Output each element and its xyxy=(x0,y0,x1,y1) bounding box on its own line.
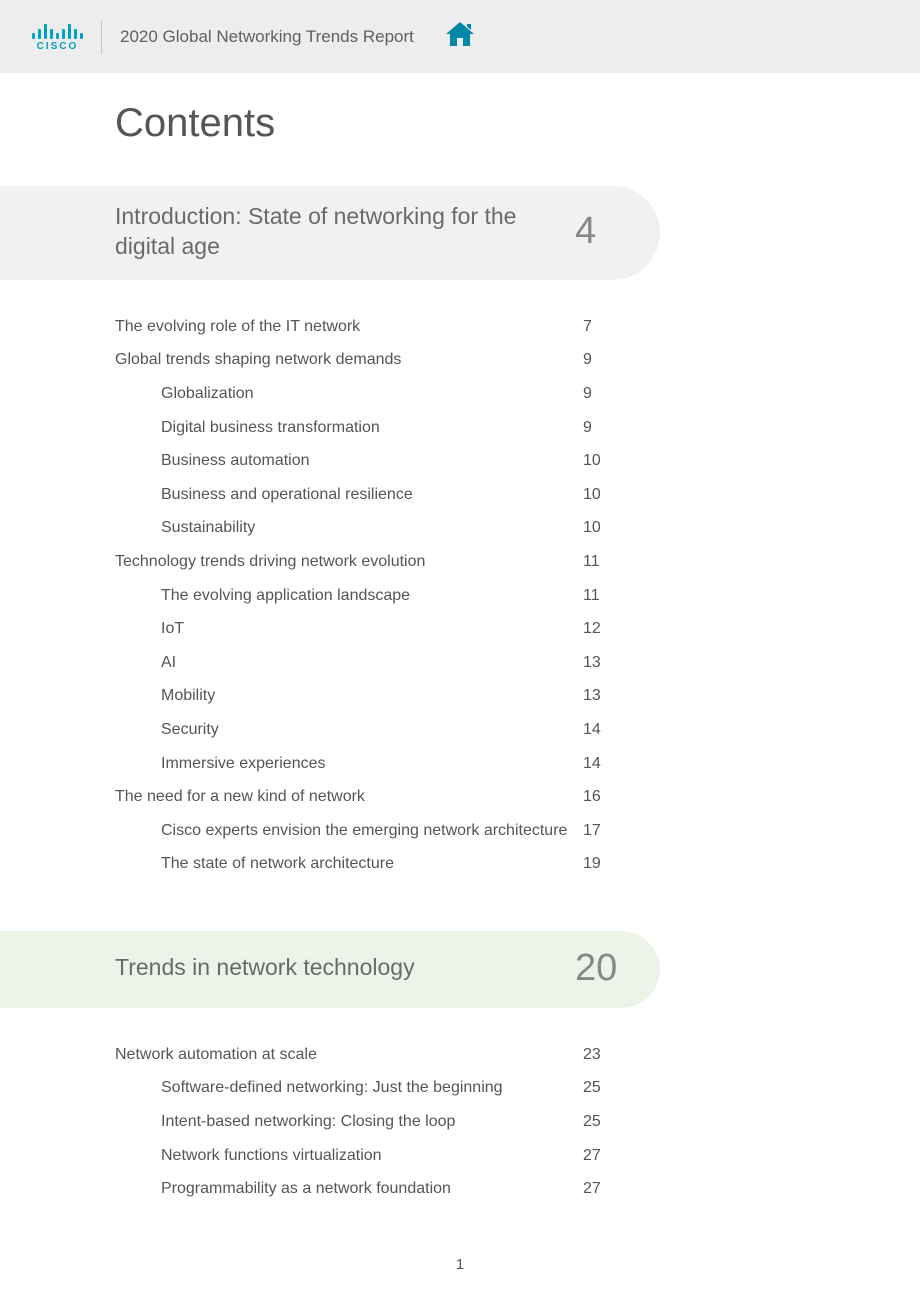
cisco-logo-bars xyxy=(32,21,83,39)
toc-label: The evolving role of the IT network xyxy=(115,314,583,340)
toc-row[interactable]: Globalization9 xyxy=(115,377,658,411)
toc-row[interactable]: Software-defined networking: Just the be… xyxy=(115,1071,658,1105)
toc-label: Mobility xyxy=(161,683,583,709)
toc-row[interactable]: Network functions virtualization27 xyxy=(115,1139,658,1173)
toc-label: Security xyxy=(161,717,583,743)
toc-label: The state of network architecture xyxy=(161,851,583,877)
toc-label: Global trends shaping network demands xyxy=(115,347,583,373)
toc-row[interactable]: Intent-based networking: Closing the loo… xyxy=(115,1105,658,1139)
toc-label: IoT xyxy=(161,616,583,642)
toc-page: 10 xyxy=(583,448,601,474)
toc-row[interactable]: Business automation10 xyxy=(115,444,658,478)
cisco-logo-text: CISCO xyxy=(37,41,79,52)
toc-page: 14 xyxy=(583,717,601,743)
toc-row[interactable]: Digital business transformation9 xyxy=(115,411,658,445)
toc-label: Sustainability xyxy=(161,515,583,541)
toc-page: 16 xyxy=(583,784,601,810)
section-band-title: Introduction: State of networking for th… xyxy=(115,202,518,262)
toc-page: 14 xyxy=(583,751,601,777)
toc-label: Cisco experts envision the emerging netw… xyxy=(161,818,583,844)
toc-section: Introduction: State of networking for th… xyxy=(115,186,658,881)
toc-page: 11 xyxy=(583,583,600,609)
toc-page: 13 xyxy=(583,683,601,709)
toc-page: 9 xyxy=(583,347,592,373)
toc-sections: Introduction: State of networking for th… xyxy=(115,186,658,1206)
toc-page: 27 xyxy=(583,1143,601,1169)
toc-page: 9 xyxy=(583,415,592,441)
toc-row[interactable]: Mobility13 xyxy=(115,679,658,713)
toc-page: 27 xyxy=(583,1176,601,1202)
toc-page: 9 xyxy=(583,381,592,407)
toc-row[interactable]: Sustainability10 xyxy=(115,511,658,545)
toc-label: AI xyxy=(161,650,583,676)
toc-row[interactable]: Security14 xyxy=(115,713,658,747)
toc-label: The need for a new kind of network xyxy=(115,784,583,810)
toc-label: Software-defined networking: Just the be… xyxy=(161,1075,583,1101)
toc-label: Network functions virtualization xyxy=(161,1143,583,1169)
toc-row[interactable]: AI13 xyxy=(115,646,658,680)
toc-label: Intent-based networking: Closing the loo… xyxy=(161,1109,583,1135)
toc-row[interactable]: The state of network architecture19 xyxy=(115,847,658,881)
toc-row[interactable]: The evolving application landscape11 xyxy=(115,579,658,613)
section-band-title: Trends in network technology xyxy=(115,953,518,983)
cisco-logo: CISCO xyxy=(32,21,83,52)
toc-row[interactable]: Cisco experts envision the emerging netw… xyxy=(115,814,658,848)
toc-page: 19 xyxy=(583,851,601,877)
toc-page: 13 xyxy=(583,650,601,676)
toc-page: 11 xyxy=(583,549,600,575)
toc-page: 25 xyxy=(583,1075,601,1101)
section-band[interactable]: Trends in network technology 20 xyxy=(0,931,660,1008)
section-band[interactable]: Introduction: State of networking for th… xyxy=(0,186,660,280)
header-title: 2020 Global Networking Trends Report xyxy=(120,27,414,47)
toc-row[interactable]: The evolving role of the IT network7 xyxy=(115,310,658,344)
toc-page: 17 xyxy=(583,818,601,844)
toc-label: Network automation at scale xyxy=(115,1042,583,1068)
toc-page: 10 xyxy=(583,515,601,541)
page-content: Contents Introduction: State of networki… xyxy=(0,73,920,1206)
toc-row[interactable]: Business and operational resilience10 xyxy=(115,478,658,512)
toc-row[interactable]: Programmability as a network foundation2… xyxy=(115,1172,658,1206)
toc-page: 12 xyxy=(583,616,601,642)
section-band-page: 4 xyxy=(575,210,596,253)
toc-row[interactable]: Global trends shaping network demands9 xyxy=(115,343,658,377)
toc-label: Immersive experiences xyxy=(161,751,583,777)
toc-row[interactable]: The need for a new kind of network16 xyxy=(115,780,658,814)
toc-page: 25 xyxy=(583,1109,601,1135)
toc-row[interactable]: IoT12 xyxy=(115,612,658,646)
contents-title: Contents xyxy=(115,101,658,146)
toc-label: The evolving application landscape xyxy=(161,583,583,609)
toc-label: Business automation xyxy=(161,448,583,474)
toc-label: Globalization xyxy=(161,381,583,407)
toc-label: Technology trends driving network evolut… xyxy=(115,549,583,575)
toc-page: 7 xyxy=(583,314,592,340)
section-band-page: 20 xyxy=(575,947,617,990)
toc-row[interactable]: Immersive experiences14 xyxy=(115,747,658,781)
home-icon[interactable] xyxy=(444,20,476,53)
toc-label: Digital business transformation xyxy=(161,415,583,441)
toc-section: Trends in network technology 20 Network au… xyxy=(115,931,658,1206)
toc-page: 23 xyxy=(583,1042,601,1068)
header-divider xyxy=(101,20,102,54)
toc-label: Business and operational resilience xyxy=(161,482,583,508)
page-header: CISCO 2020 Global Networking Trends Repo… xyxy=(0,0,920,73)
toc-row[interactable]: Technology trends driving network evolut… xyxy=(115,545,658,579)
toc-page: 10 xyxy=(583,482,601,508)
toc-row[interactable]: Network automation at scale23 xyxy=(115,1038,658,1072)
toc-label: Programmability as a network foundation xyxy=(161,1176,583,1202)
page-number: 1 xyxy=(0,1256,920,1303)
